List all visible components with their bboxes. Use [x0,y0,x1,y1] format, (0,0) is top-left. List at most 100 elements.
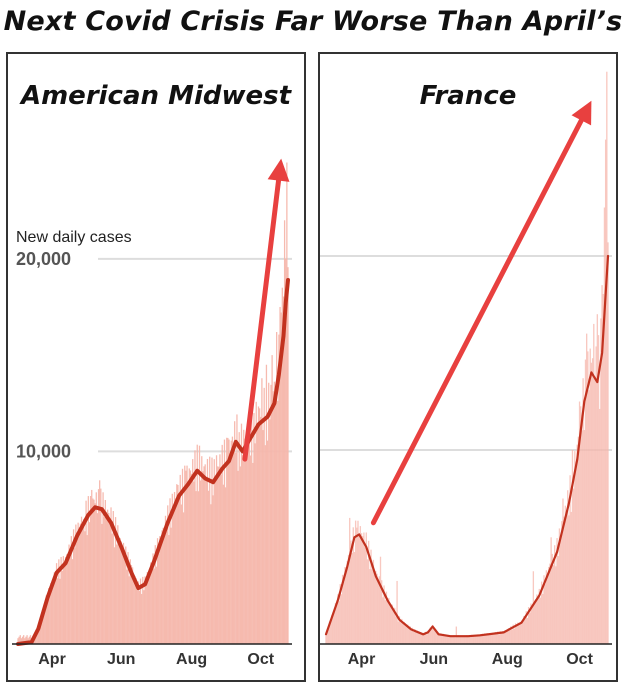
daily-bar [228,439,230,644]
daily-bar [227,437,229,644]
daily-bar [274,396,277,644]
daily-bar [241,455,244,644]
daily-bar [510,626,512,644]
seven-day-average-line [16,278,290,646]
daily-bar [87,496,89,644]
daily-bar [91,489,93,644]
daily-bar [88,522,91,644]
daily-bar [326,628,328,644]
daily-bar [576,444,578,644]
daily-bar [428,631,430,644]
daily-bar [75,524,77,644]
daily-bar [516,625,518,644]
daily-bar [239,466,241,644]
daily-bar [591,358,594,644]
daily-bar [407,624,409,644]
daily-bar [258,408,261,644]
daily-bar [350,540,352,644]
daily-bar [347,554,350,644]
daily-bar [202,471,204,644]
daily-bar [214,480,217,644]
daily-bar [465,636,467,644]
daily-bar [486,633,488,644]
daily-bar [401,618,403,644]
daily-bar [66,554,68,644]
daily-bar [195,491,197,644]
daily-bar [112,511,114,644]
daily-bar [351,552,353,644]
daily-bar [581,430,583,644]
daily-bar [36,630,38,644]
chart-title: France [420,81,517,111]
daily-bar [187,483,189,644]
daily-bar [84,531,86,644]
daily-bar [395,616,397,644]
daily-bar [177,484,179,644]
daily-bar [335,604,338,644]
daily-bar [45,595,48,644]
daily-bar [365,532,367,644]
daily-bar [43,604,45,644]
daily-bar [531,606,533,644]
daily-bar [210,504,212,644]
daily-bar [575,464,577,644]
daily-bar [17,638,19,644]
daily-bar [508,629,511,644]
daily-bar [255,401,257,644]
daily-bar [238,432,240,644]
daily-bar [537,598,539,644]
daily-bar [131,567,134,644]
daily-bar [440,633,442,644]
daily-bar [525,611,527,644]
daily-bar [97,489,100,644]
daily-bar [106,509,109,644]
daily-bar [130,565,133,644]
daily-bar [178,496,180,644]
daily-bar [54,577,57,644]
daily-bar [204,464,206,644]
daily-bar [404,623,407,644]
daily-bar [35,631,37,644]
daily-bar [594,378,596,644]
daily-bar [246,424,248,644]
daily-bar [468,634,471,644]
daily-bar [28,636,30,644]
daily-bar [211,457,213,644]
daily-bar [421,633,423,644]
daily-bar [353,552,356,644]
chart-title: American Midwest [19,81,293,111]
daily-bar [533,600,536,644]
daily-bar [567,490,569,644]
daily-bar [21,636,24,644]
daily-bar [264,445,266,644]
daily-bar [386,601,389,644]
daily-bar [60,556,62,644]
daily-bar [572,488,575,644]
daily-bar [133,576,135,644]
daily-bar [165,531,168,644]
daily-bar [29,635,32,644]
daily-bar [454,637,456,644]
daily-bar [151,568,153,644]
daily-bar [251,405,253,644]
daily-bar [226,437,228,644]
daily-bar [354,520,357,644]
daily-bar [69,556,71,644]
trend-arrow-head [571,100,592,126]
daily-bar [396,580,398,644]
daily-bar [494,632,497,644]
daily-bar [577,436,580,644]
daily-bar [603,207,606,644]
daily-bar [498,634,500,644]
daily-bar [245,435,247,644]
daily-bar [459,636,461,644]
daily-bar [420,632,422,644]
daily-bar [271,355,273,644]
daily-bar [442,633,444,644]
daily-bar [344,567,346,644]
daily-bar [119,538,121,644]
daily-bar [503,632,505,644]
daily-bar [197,491,200,644]
daily-bar [357,520,359,644]
daily-bar [154,545,156,644]
